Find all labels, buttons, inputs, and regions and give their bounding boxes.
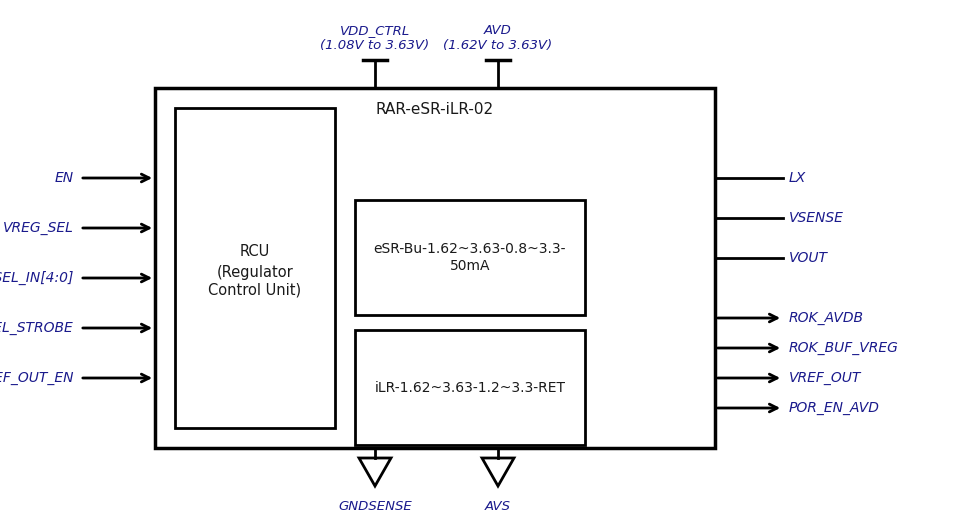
Text: RAR-eSR-iLR-02: RAR-eSR-iLR-02 bbox=[376, 103, 494, 117]
Text: ROK_AVDB: ROK_AVDB bbox=[789, 311, 864, 325]
Text: iLR-1.62~3.63-1.2~3.3-RET: iLR-1.62~3.63-1.2~3.3-RET bbox=[374, 380, 565, 395]
Text: VREF_OUT: VREF_OUT bbox=[789, 371, 861, 385]
Bar bbox=[155, 88, 715, 448]
Text: eSR-Bu-1.62~3.63-0.8~3.3-
50mA: eSR-Bu-1.62~3.63-0.8~3.3- 50mA bbox=[373, 243, 566, 272]
Text: LX: LX bbox=[789, 171, 806, 185]
Bar bbox=[355, 330, 585, 445]
Text: VREG_SEL: VREG_SEL bbox=[3, 221, 74, 235]
Bar bbox=[175, 108, 335, 428]
Text: RCU: RCU bbox=[240, 245, 270, 259]
Bar bbox=[355, 200, 585, 315]
Text: VDD_CTRL
(1.08V to 3.63V): VDD_CTRL (1.08V to 3.63V) bbox=[321, 24, 429, 52]
Text: VSEL_IN[4:0]: VSEL_IN[4:0] bbox=[0, 271, 74, 285]
Text: AVS: AVS bbox=[485, 500, 511, 513]
Text: POR_EN_AVD: POR_EN_AVD bbox=[789, 401, 880, 415]
Text: (Regulator: (Regulator bbox=[217, 265, 294, 279]
Text: VOUT: VOUT bbox=[789, 251, 828, 265]
Text: GNDSENSE: GNDSENSE bbox=[338, 500, 412, 513]
Text: VREF_OUT_EN: VREF_OUT_EN bbox=[0, 371, 74, 385]
Text: VSEL_STROBE: VSEL_STROBE bbox=[0, 321, 74, 335]
Text: Control Unit): Control Unit) bbox=[208, 282, 301, 298]
Text: AVD
(1.62V to 3.63V): AVD (1.62V to 3.63V) bbox=[444, 24, 553, 52]
Text: ROK_BUF_VREG: ROK_BUF_VREG bbox=[789, 341, 899, 355]
Text: EN: EN bbox=[55, 171, 74, 185]
Text: VSENSE: VSENSE bbox=[789, 211, 844, 225]
